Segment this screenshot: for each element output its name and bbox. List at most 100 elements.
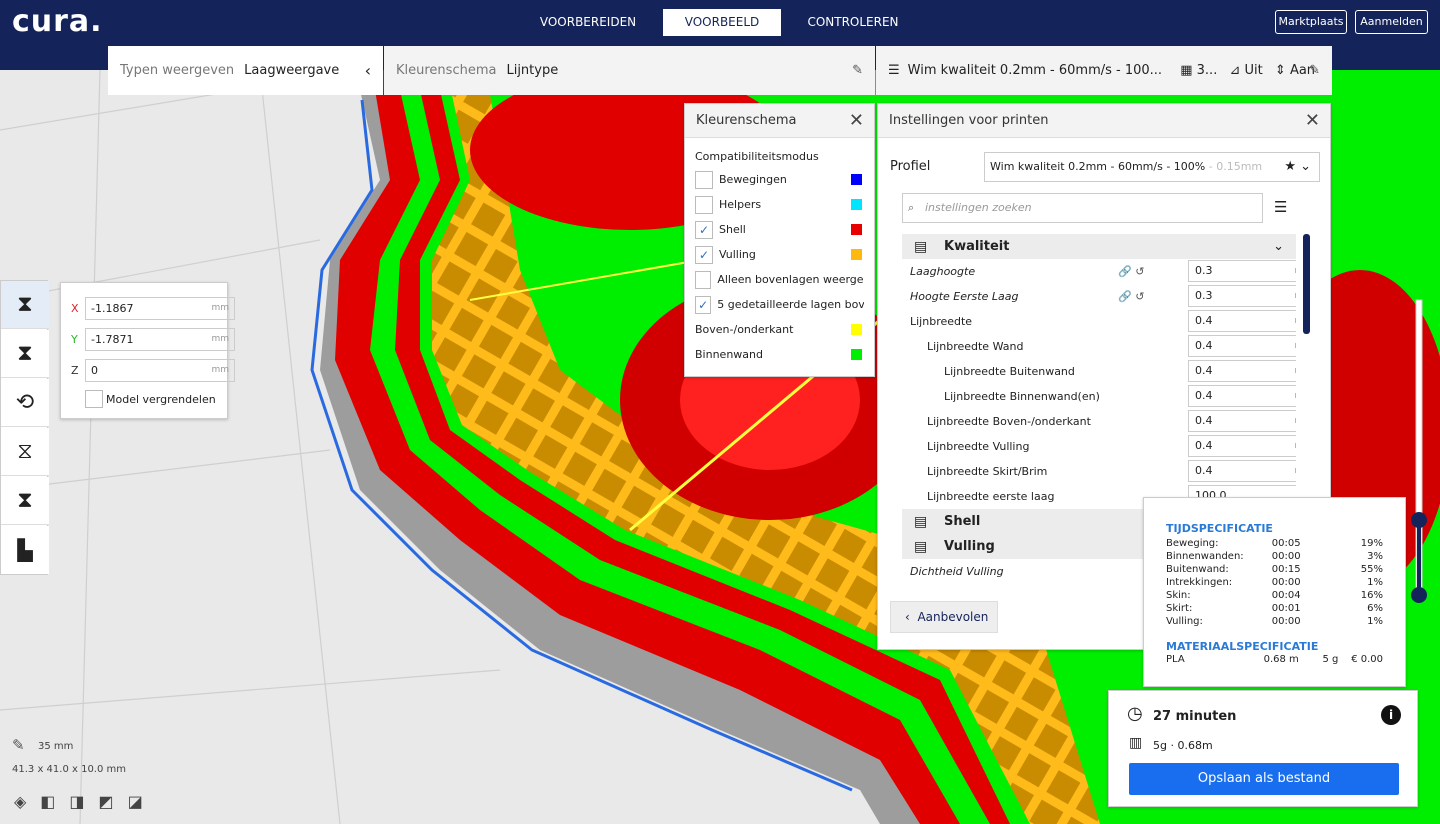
setting-input[interactable]: 0.4 mm (1188, 360, 1296, 382)
mode-label: Compatibiliteitsmodus (695, 150, 819, 163)
checkbox[interactable] (695, 270, 712, 289)
value: -1.7871 (91, 333, 134, 346)
color-item[interactable]: ✓ Vulling (685, 242, 874, 267)
slider-handle-bottom[interactable] (1411, 587, 1427, 603)
mirror-tool[interactable]: ⧖ (1, 428, 49, 476)
time-row: Intrekkingen: 00:00 1% (1166, 576, 1383, 589)
color-scheme-selector[interactable]: Kleurenschema Lijntype ✎ (384, 46, 875, 95)
setting-input[interactable]: 0.4 mm (1188, 310, 1296, 332)
infill: 3... (1196, 63, 1218, 78)
cell: Buitenwand: (1166, 564, 1229, 575)
value: 0.4 (1195, 414, 1213, 427)
checkbox[interactable] (695, 170, 713, 189)
checkbox[interactable] (695, 195, 713, 214)
profile-layer: - 0.15mm (1208, 160, 1263, 173)
lock-checkbox[interactable] (85, 390, 103, 408)
camera-views[interactable]: ◈◧◨◩◪ (14, 792, 157, 811)
color-item[interactable]: Helpers (685, 192, 874, 217)
label: Boven-/onderkant (695, 323, 794, 336)
axis-input[interactable]: 0 mm (85, 359, 235, 382)
section-icon: ▤ (914, 538, 928, 555)
marketplace-button[interactable]: Marktplaats (1275, 10, 1347, 34)
value: Lijntype (506, 63, 559, 78)
axis-input[interactable]: -1.7871 mm (85, 328, 235, 351)
setting-label: Laaghoogte (910, 265, 976, 278)
scrollbar[interactable] (1303, 234, 1310, 334)
settings-menu[interactable]: ☰ (1274, 198, 1288, 216)
unit: mm (1294, 411, 1296, 431)
print-setup-selector[interactable]: ☰ Wim kwaliteit 0.2mm - 60mm/s - 100... ▦… (876, 46, 1332, 95)
setting-input[interactable]: 0.4 mm (1188, 335, 1296, 357)
info-button[interactable]: i (1381, 705, 1401, 725)
profile-dropdown[interactable]: Wim kwaliteit 0.2mm - 60mm/s - 100% - 0.… (984, 152, 1320, 182)
axis-input[interactable]: -1.1867 mm (85, 297, 235, 320)
color-item[interactable]: Bewegingen (685, 167, 874, 192)
spool-icon: ▥ (1129, 735, 1143, 751)
cell: Intrekkingen: (1166, 577, 1233, 588)
value: 0.4 (1195, 314, 1213, 327)
sign-in-button[interactable]: Aanmelden (1355, 10, 1428, 34)
save-button[interactable]: Opslaan als bestand (1129, 763, 1399, 795)
setting-row: Laaghoogte 🔗 ↺ 0.3 mm (902, 259, 1296, 284)
label: Typen weergeven (120, 63, 235, 78)
panel-title: Instellingen voor printen ✕ (878, 104, 1330, 138)
favorite-chevron: ★ ⌄ (1284, 159, 1311, 174)
move-tool[interactable]: ⧗ (1, 281, 49, 329)
checkbox[interactable]: ✓ (695, 245, 713, 264)
profile-value: Wim kwaliteit 0.2mm - 60mm/s - 100% (990, 160, 1206, 173)
layer-slider[interactable] (1408, 295, 1432, 605)
checkbox[interactable]: ✓ (695, 295, 712, 314)
profile-icon: ☰ (888, 63, 900, 78)
cell: € 0.00 (1351, 654, 1383, 665)
section-title: Vulling (944, 539, 995, 554)
cell: 00:04 (1271, 590, 1301, 601)
tab[interactable]: VOORBEREIDEN (539, 15, 637, 29)
print-summary-card: ◷ 27 minuten i ▥ 5g · 0.68m Opslaan als … (1108, 690, 1418, 807)
time-row: Skirt: 00:01 6% (1166, 602, 1383, 615)
setting-input[interactable]: 0.3 mm (1188, 285, 1296, 307)
setting-row: Lijnbreedte Binnenwand(en) 0.4 mm (902, 384, 1296, 409)
setting-input[interactable]: 0.3 mm (1188, 260, 1296, 282)
tab[interactable]: CONTROLEREN (807, 15, 899, 29)
support: Uit (1244, 63, 1263, 78)
close-button[interactable]: ✕ (848, 110, 864, 131)
setting-input[interactable]: 0.4 mm (1188, 460, 1296, 482)
checkbox[interactable]: ✓ (695, 220, 713, 239)
cell: 6% (1367, 603, 1384, 614)
scale-tool[interactable]: ⧗ (1, 330, 49, 378)
setting-input[interactable]: 0.4 mm (1188, 435, 1296, 457)
section-title: Kwaliteit (944, 239, 1010, 254)
color-item[interactable]: ✓ 5 gedetailleerde lagen bove... (685, 292, 874, 317)
support-blocker-tool[interactable]: ▙ (1, 526, 49, 574)
view-type-selector[interactable]: Typen weergeven Laagweergave ‹ (108, 46, 383, 95)
value: 0 (91, 364, 98, 377)
infill-icon: ▦ (1180, 63, 1193, 78)
print-time: 27 minuten (1153, 709, 1237, 724)
legend-item: Boven-/onderkant (685, 317, 874, 342)
color-item[interactable]: ✓ Shell (685, 217, 874, 242)
recommended-button[interactable]: ‹ Aanbevolen (890, 601, 998, 633)
color-scheme-panel: Kleurenschema ✕ Compatibiliteitsmodus Bew… (684, 103, 875, 377)
setting-input[interactable]: 0.4 mm (1188, 410, 1296, 432)
setting-label: Hoogte Eerste Laag (910, 290, 1019, 303)
settings-search[interactable]: ⌕ instellingen zoeken (902, 193, 1263, 223)
slider-handle-top[interactable] (1411, 512, 1427, 528)
close-button[interactable]: ✕ (1304, 110, 1320, 131)
axis-label: Y (71, 333, 78, 346)
color-item[interactable]: Alleen bovenlagen weergeg... (685, 267, 874, 292)
rotate-tool[interactable]: ⟲ (1, 379, 49, 427)
time-table: Beweging: 00:05 19% Binnenwanden: 00:00 3% Bui… (1166, 537, 1383, 628)
value: 0.3 (1195, 289, 1213, 302)
setting-label: Lijnbreedte Boven-/onderkant (927, 415, 1091, 428)
label: Vulling (719, 248, 756, 261)
swatch (851, 224, 862, 235)
unit: mm (1294, 361, 1296, 381)
adhesion: Aan (1289, 63, 1316, 78)
settings-section[interactable]: ▤ Kwaliteit ⌄ (902, 234, 1296, 259)
unit: mm (1294, 261, 1296, 281)
per-model-tool[interactable]: ⧗ (1, 477, 49, 525)
setting-input[interactable]: 0.4 mm (1188, 385, 1296, 407)
tab[interactable]: VOORBEELD (663, 9, 781, 36)
section-icon: ▤ (914, 513, 928, 530)
support-icon: ⊿ (1229, 63, 1241, 78)
